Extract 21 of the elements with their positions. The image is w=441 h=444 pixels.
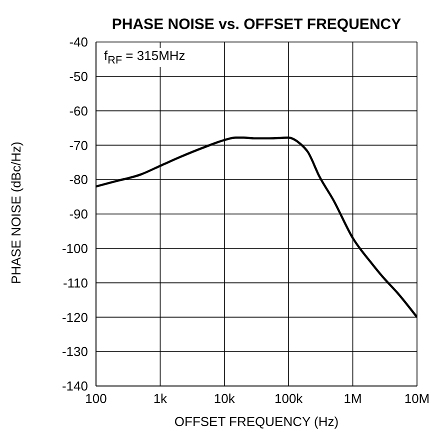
y-tick-label: -100	[62, 241, 88, 256]
x-tick-label: 10k	[214, 391, 236, 406]
chart-title: PHASE NOISE vs. OFFSET FREQUENCY	[110, 16, 402, 33]
x-axis-title: OFFSET FREQUENCY (Hz)	[174, 414, 339, 429]
y-tick-label: -140	[62, 378, 88, 394]
y-tick-label: -130	[62, 344, 88, 360]
x-tick-label: 1M	[344, 391, 362, 406]
y-tick-label: -120	[62, 310, 88, 325]
x-tick-label: 100k	[274, 391, 304, 406]
annotation: f$_{RF}$ = 315MHz	[104, 48, 186, 67]
x-tick-label: 10M	[404, 391, 430, 406]
y-tick-label: -110	[62, 275, 88, 290]
y-axis-title: PHASE NOISE (dBc/Hz)	[8, 142, 24, 284]
x-tick-label: 1k	[153, 391, 168, 406]
y-tick-label: -70	[69, 138, 88, 153]
x-tick-label: 100	[85, 391, 107, 406]
y-tick-label: -40	[69, 34, 88, 50]
y-tick-label: -90	[69, 206, 88, 222]
y-tick-label: -50	[69, 69, 88, 84]
y-tick-label: -80	[69, 172, 88, 188]
y-tick-label: -60	[69, 103, 88, 118]
